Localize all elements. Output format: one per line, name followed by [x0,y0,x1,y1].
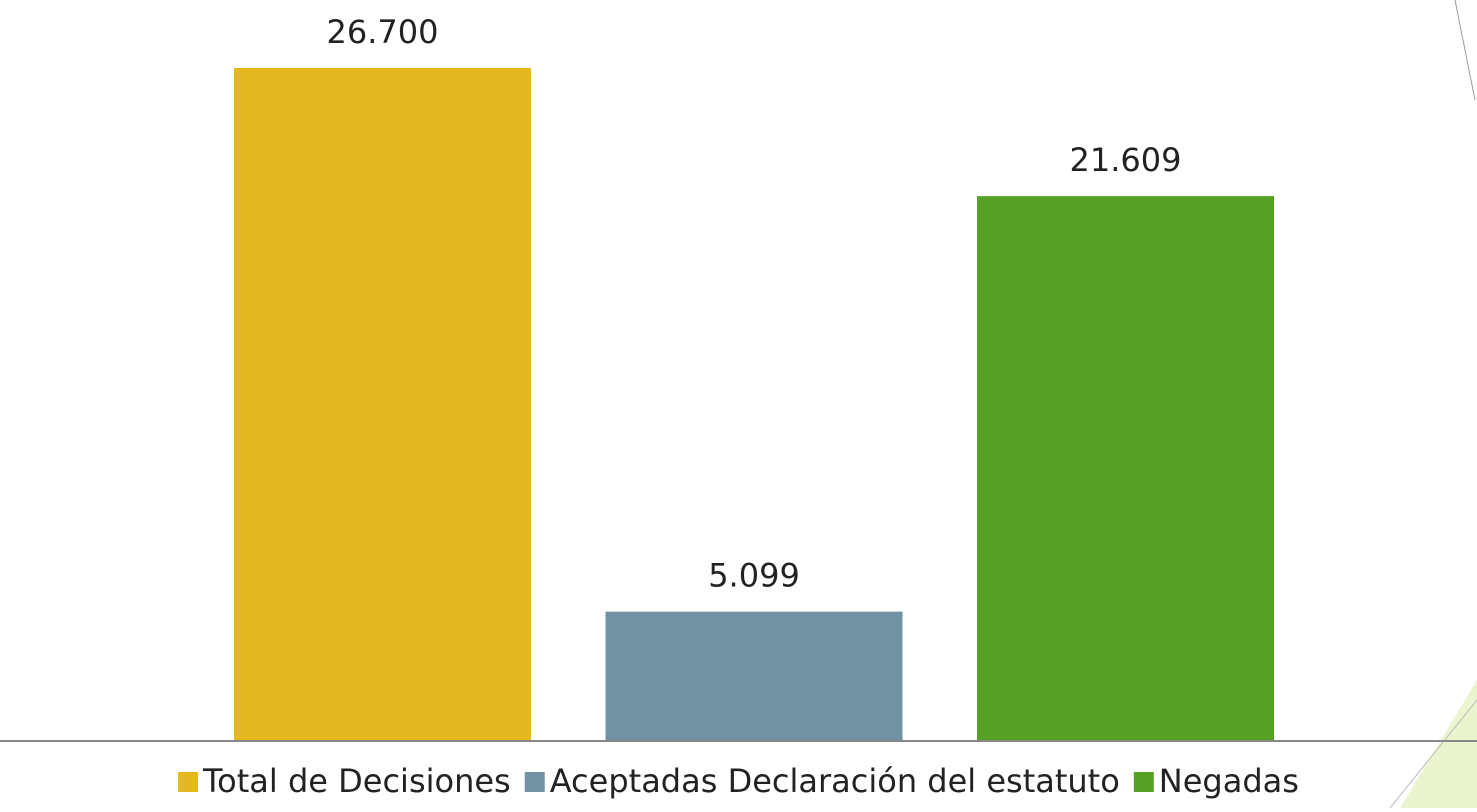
legend-swatch [524,772,545,792]
bar [977,196,1274,740]
bar [234,68,531,740]
legend-swatch [1133,772,1154,792]
decoration [1454,0,1476,101]
bar [605,611,903,740]
decoration [1400,680,1477,808]
legend-label: Aceptadas Declaración del estatuto [550,762,1120,800]
data-label: 5.099 [708,557,800,595]
data-label: 26.700 [327,13,439,51]
decoration [1389,699,1477,809]
legend-swatch [178,772,199,792]
legend-label: Negadas [1159,762,1299,800]
legend-label: Total de Decisiones [202,762,511,800]
data-label: 21.609 [1070,141,1182,179]
